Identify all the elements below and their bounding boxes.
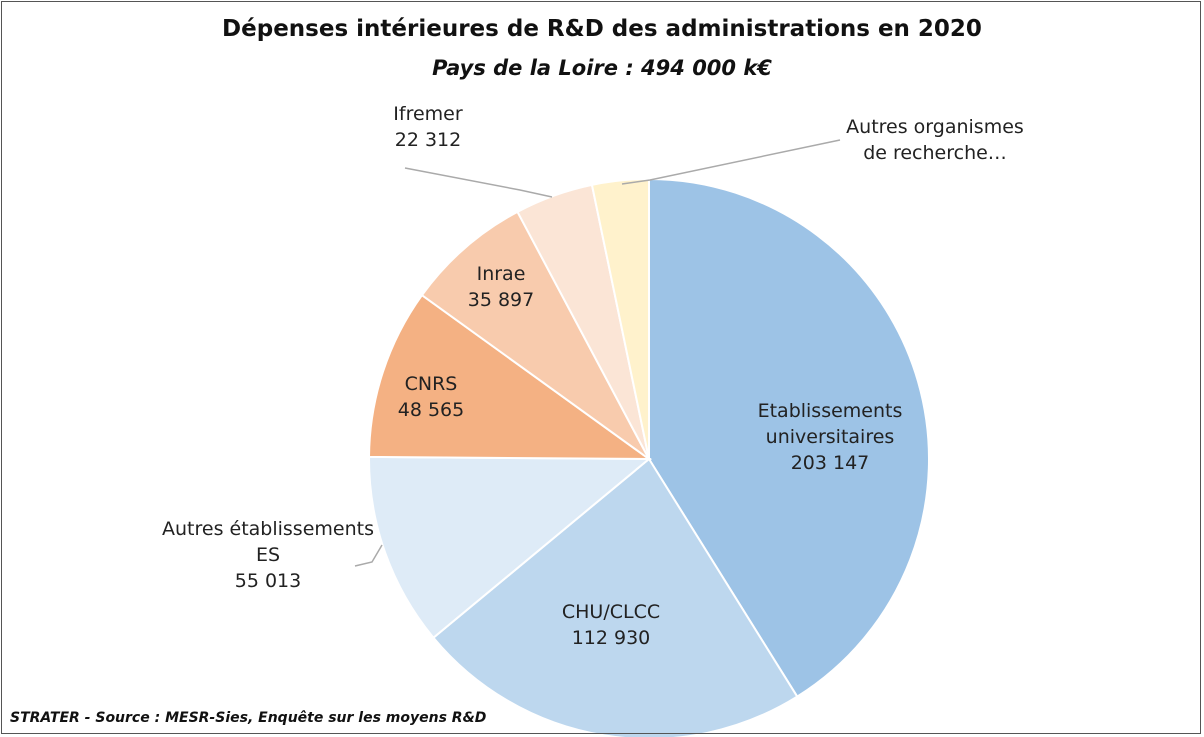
value-label: 48 565 — [397, 399, 465, 421]
category-label: Inrae — [476, 263, 526, 285]
pie-slice — [368, 455, 652, 640]
category-label: CNRS — [404, 373, 458, 395]
leader-line — [354, 544, 383, 567]
chart-title: Dépenses intérieures de R&D des administ… — [222, 16, 982, 42]
pie-slice — [590, 177, 650, 460]
slice-label: Autres organismes de recherche… — [845, 114, 1025, 166]
leader-line — [621, 139, 841, 185]
category-label: Autres organismes de recherche… — [846, 116, 1024, 164]
value-label: 203 147 — [790, 452, 870, 474]
value-label: 35 897 — [467, 289, 535, 311]
slice-label: CNRS 48 565 — [371, 371, 491, 423]
pie-slice — [648, 177, 930, 698]
value-label: 112 930 — [571, 627, 651, 649]
pie-slice — [420, 210, 650, 460]
slice-label: Ifremer 22 312 — [368, 101, 488, 153]
leader-line — [404, 167, 553, 198]
category-label: CHU/CLCC — [561, 601, 661, 623]
slice-label: Etablissements universitaires 203 147 — [745, 398, 915, 476]
category-label: Ifremer — [393, 103, 463, 125]
slice-label: Inrae 35 897 — [451, 261, 551, 313]
slice-label: CHU/CLCC 112 930 — [531, 599, 691, 651]
value-label: 22 312 — [394, 129, 462, 151]
pie-slice — [432, 457, 799, 737]
category-label: Autres établissements ES — [162, 518, 374, 566]
value-label: 55 013 — [234, 570, 302, 592]
slice-label: Autres établissements ES 55 013 — [148, 516, 388, 594]
chart-subtitle: Pays de la Loire : 494 000 k€ — [432, 56, 772, 80]
category-label: Etablissements universitaires — [757, 400, 903, 448]
source-note: STRATER - Source : MESR-Sies, Enquête su… — [10, 710, 487, 726]
pie-slice — [368, 293, 653, 461]
